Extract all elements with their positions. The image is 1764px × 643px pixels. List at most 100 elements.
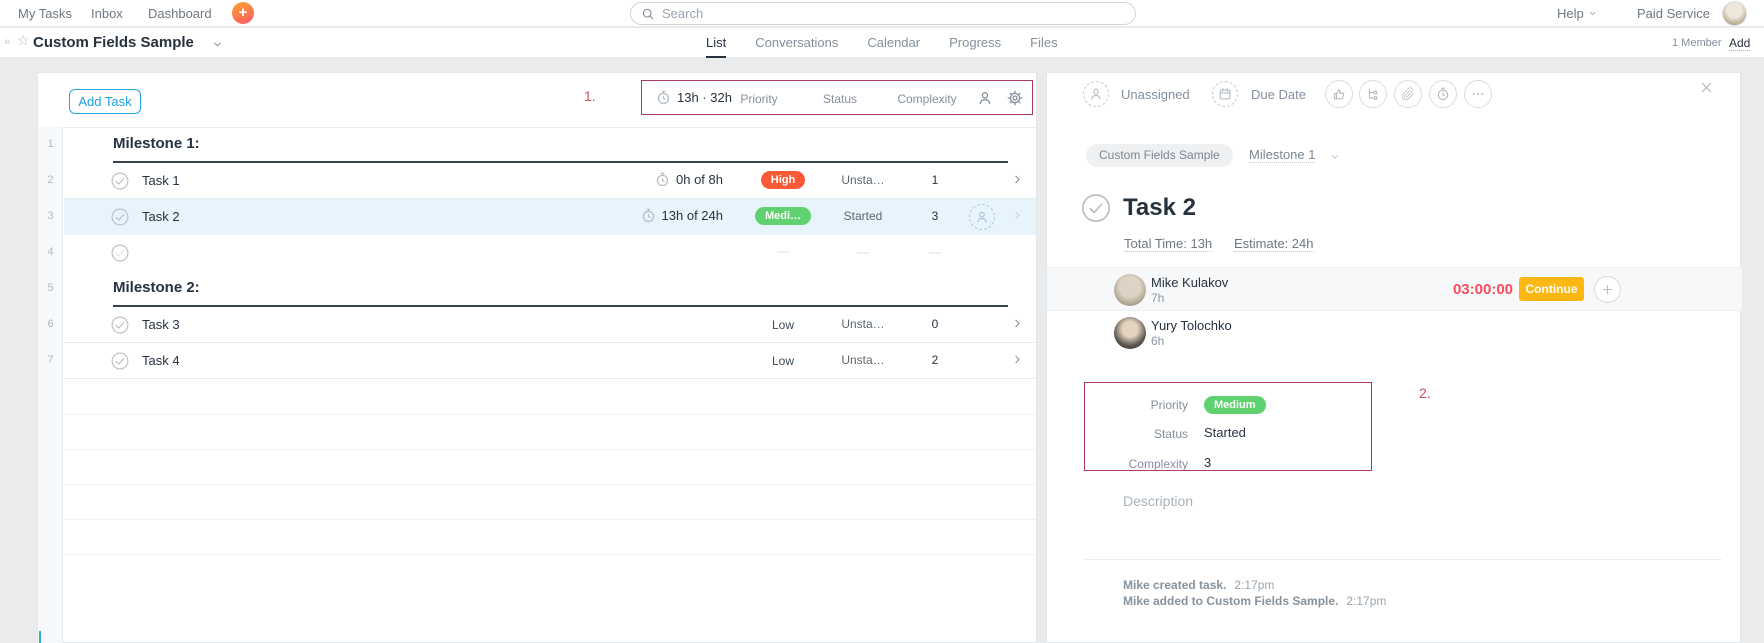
task-time-cell[interactable]: 13h of 24h [544, 208, 723, 223]
complete-checkmark-icon[interactable] [110, 207, 130, 227]
assignee-avatar-placeholder[interactable] [1083, 81, 1109, 107]
milestone-row[interactable]: Milestone 2: [64, 271, 1036, 307]
due-date-calendar-icon[interactable] [1212, 81, 1238, 107]
empty-task-row[interactable]: — — — [64, 235, 1036, 271]
task-title[interactable]: Task 3 [142, 317, 180, 332]
empty-grid-row[interactable] [64, 379, 1036, 415]
open-task-chevron-icon[interactable] [1011, 317, 1024, 330]
estimate-link[interactable]: Estimate: 24h [1234, 236, 1314, 252]
assignee-column-icon[interactable] [977, 90, 993, 106]
open-task-chevron-icon[interactable] [1011, 353, 1024, 366]
status-cell[interactable]: Unsta… [841, 317, 885, 331]
more-options-button[interactable] [1464, 80, 1492, 108]
continue-timer-button[interactable]: Continue [1519, 277, 1584, 301]
nav-my-tasks[interactable]: My Tasks [18, 6, 72, 21]
task-title[interactable]: Task 4 [142, 353, 180, 368]
complete-checkmark-icon[interactable] [110, 171, 130, 191]
empty-grid-row[interactable] [64, 519, 1036, 555]
section-link[interactable]: Milestone 1 [1249, 147, 1316, 163]
complexity-cell[interactable]: — [929, 245, 941, 259]
priority-badge[interactable]: Medium [1204, 396, 1266, 414]
milestone-title[interactable]: Milestone 1: [113, 135, 200, 152]
close-icon[interactable] [1699, 80, 1714, 95]
nav-help[interactable]: Help [1557, 0, 1597, 27]
task-row[interactable]: Task 1 0h of 8h High Unsta… 1 [64, 163, 1036, 199]
assignee-label[interactable]: Unassigned [1121, 87, 1190, 102]
open-task-chevron-icon[interactable] [1011, 209, 1024, 222]
empty-grid-row[interactable] [64, 449, 1036, 485]
star-icon[interactable]: ☆ [17, 32, 30, 48]
attachment-button[interactable] [1394, 80, 1422, 108]
tab-files[interactable]: Files [1030, 35, 1058, 50]
field-value-priority[interactable]: Medium [1204, 396, 1266, 414]
task-detail-title[interactable]: Task 2 [1123, 194, 1196, 221]
project-chip[interactable]: Custom Fields Sample [1086, 144, 1233, 167]
task-row-selected[interactable]: Task 2 13h of 24h Medi… Started 3 [64, 199, 1036, 235]
status-cell[interactable]: Started [843, 209, 883, 223]
complete-checkmark-icon[interactable] [110, 315, 130, 335]
complete-checkmark-icon[interactable] [110, 243, 130, 263]
task-row[interactable]: Task 3 Low Unsta… 0 [64, 307, 1036, 343]
column-header-complexity[interactable]: Complexity [897, 92, 957, 106]
nav-dashboard[interactable]: Dashboard [148, 6, 212, 21]
description-placeholder[interactable]: Description [1123, 493, 1194, 509]
milestone-row[interactable]: Milestone 1: [64, 127, 1036, 163]
complexity-cell[interactable]: 3 [931, 209, 939, 223]
field-value-status[interactable]: Started [1204, 425, 1246, 440]
priority-cell[interactable]: — [777, 244, 789, 258]
task-list-panel: Add Task 1. 13h · 32h Priority Status Co… [37, 72, 1037, 643]
due-date-label[interactable]: Due Date [1251, 87, 1306, 102]
tab-calendar[interactable]: Calendar [867, 35, 921, 50]
status-cell[interactable]: — [857, 245, 869, 259]
priority-cell[interactable]: Low [771, 354, 794, 368]
project-menu-chevron-icon[interactable] [212, 39, 223, 50]
priority-cell[interactable]: Low [771, 318, 794, 332]
complexity-cell[interactable]: 0 [931, 317, 939, 331]
search-input[interactable] [662, 6, 1125, 21]
section-chevron-icon[interactable] [1330, 152, 1340, 162]
task-title[interactable]: Task 2 [142, 209, 180, 224]
assignee-placeholder-icon[interactable] [969, 204, 995, 230]
complexity-cell[interactable]: 2 [931, 353, 939, 367]
add-member-button[interactable]: Add [1729, 36, 1751, 51]
empty-grid-row[interactable] [64, 484, 1036, 520]
tab-conversations[interactable]: Conversations [755, 35, 839, 50]
tab-progress[interactable]: Progress [949, 35, 1002, 50]
column-header-priority[interactable]: Priority [740, 92, 778, 106]
empty-grid-row[interactable] [64, 414, 1036, 450]
search-bar[interactable] [630, 2, 1136, 25]
open-task-chevron-icon[interactable] [1011, 173, 1024, 186]
time-entry-row: Mike Kulakov 7h 03:00:00 Continue [1047, 267, 1742, 311]
time-summary-header[interactable]: 13h · 32h [656, 90, 732, 105]
milestone-title[interactable]: Milestone 2: [113, 279, 200, 296]
priority-cell[interactable]: High [744, 170, 822, 189]
field-value-complexity[interactable]: 3 [1204, 455, 1212, 470]
complete-checkmark-icon[interactable] [1081, 193, 1111, 223]
priority-cell[interactable]: Medi… [744, 206, 822, 225]
priority-badge[interactable]: Medi… [754, 207, 812, 225]
row-divider [64, 378, 1036, 379]
create-task-button[interactable]: + [232, 2, 254, 24]
complexity-cell[interactable]: 1 [931, 173, 939, 187]
column-header-status[interactable]: Status [822, 92, 858, 106]
sidebar-expand-icon[interactable]: » [4, 36, 11, 48]
priority-badge[interactable]: High [760, 171, 806, 189]
nav-inbox[interactable]: Inbox [91, 6, 123, 21]
tab-list[interactable]: List [706, 28, 727, 58]
like-button[interactable] [1325, 80, 1353, 108]
status-cell[interactable]: Unsta… [841, 173, 885, 187]
add-task-button[interactable]: Add Task [69, 89, 141, 114]
gear-icon[interactable] [1007, 90, 1023, 106]
subtasks-button[interactable] [1359, 80, 1387, 108]
nav-paid-service[interactable]: Paid Service [1637, 6, 1710, 21]
task-time-cell[interactable]: 0h of 8h [544, 172, 723, 187]
complete-checkmark-icon[interactable] [110, 351, 130, 371]
table-top-divider [38, 127, 1036, 128]
task-title[interactable]: Task 1 [142, 173, 180, 188]
total-time-link[interactable]: Total Time: 13h [1124, 236, 1213, 252]
status-cell[interactable]: Unsta… [841, 353, 885, 367]
task-row[interactable]: Task 4 Low Unsta… 2 [64, 343, 1036, 379]
timer-button[interactable] [1429, 80, 1457, 108]
user-avatar[interactable] [1722, 1, 1747, 26]
add-time-button[interactable] [1594, 276, 1621, 303]
